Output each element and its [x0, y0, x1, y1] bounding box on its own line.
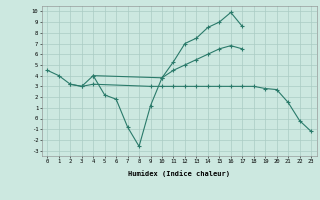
X-axis label: Humidex (Indice chaleur): Humidex (Indice chaleur)	[128, 170, 230, 177]
